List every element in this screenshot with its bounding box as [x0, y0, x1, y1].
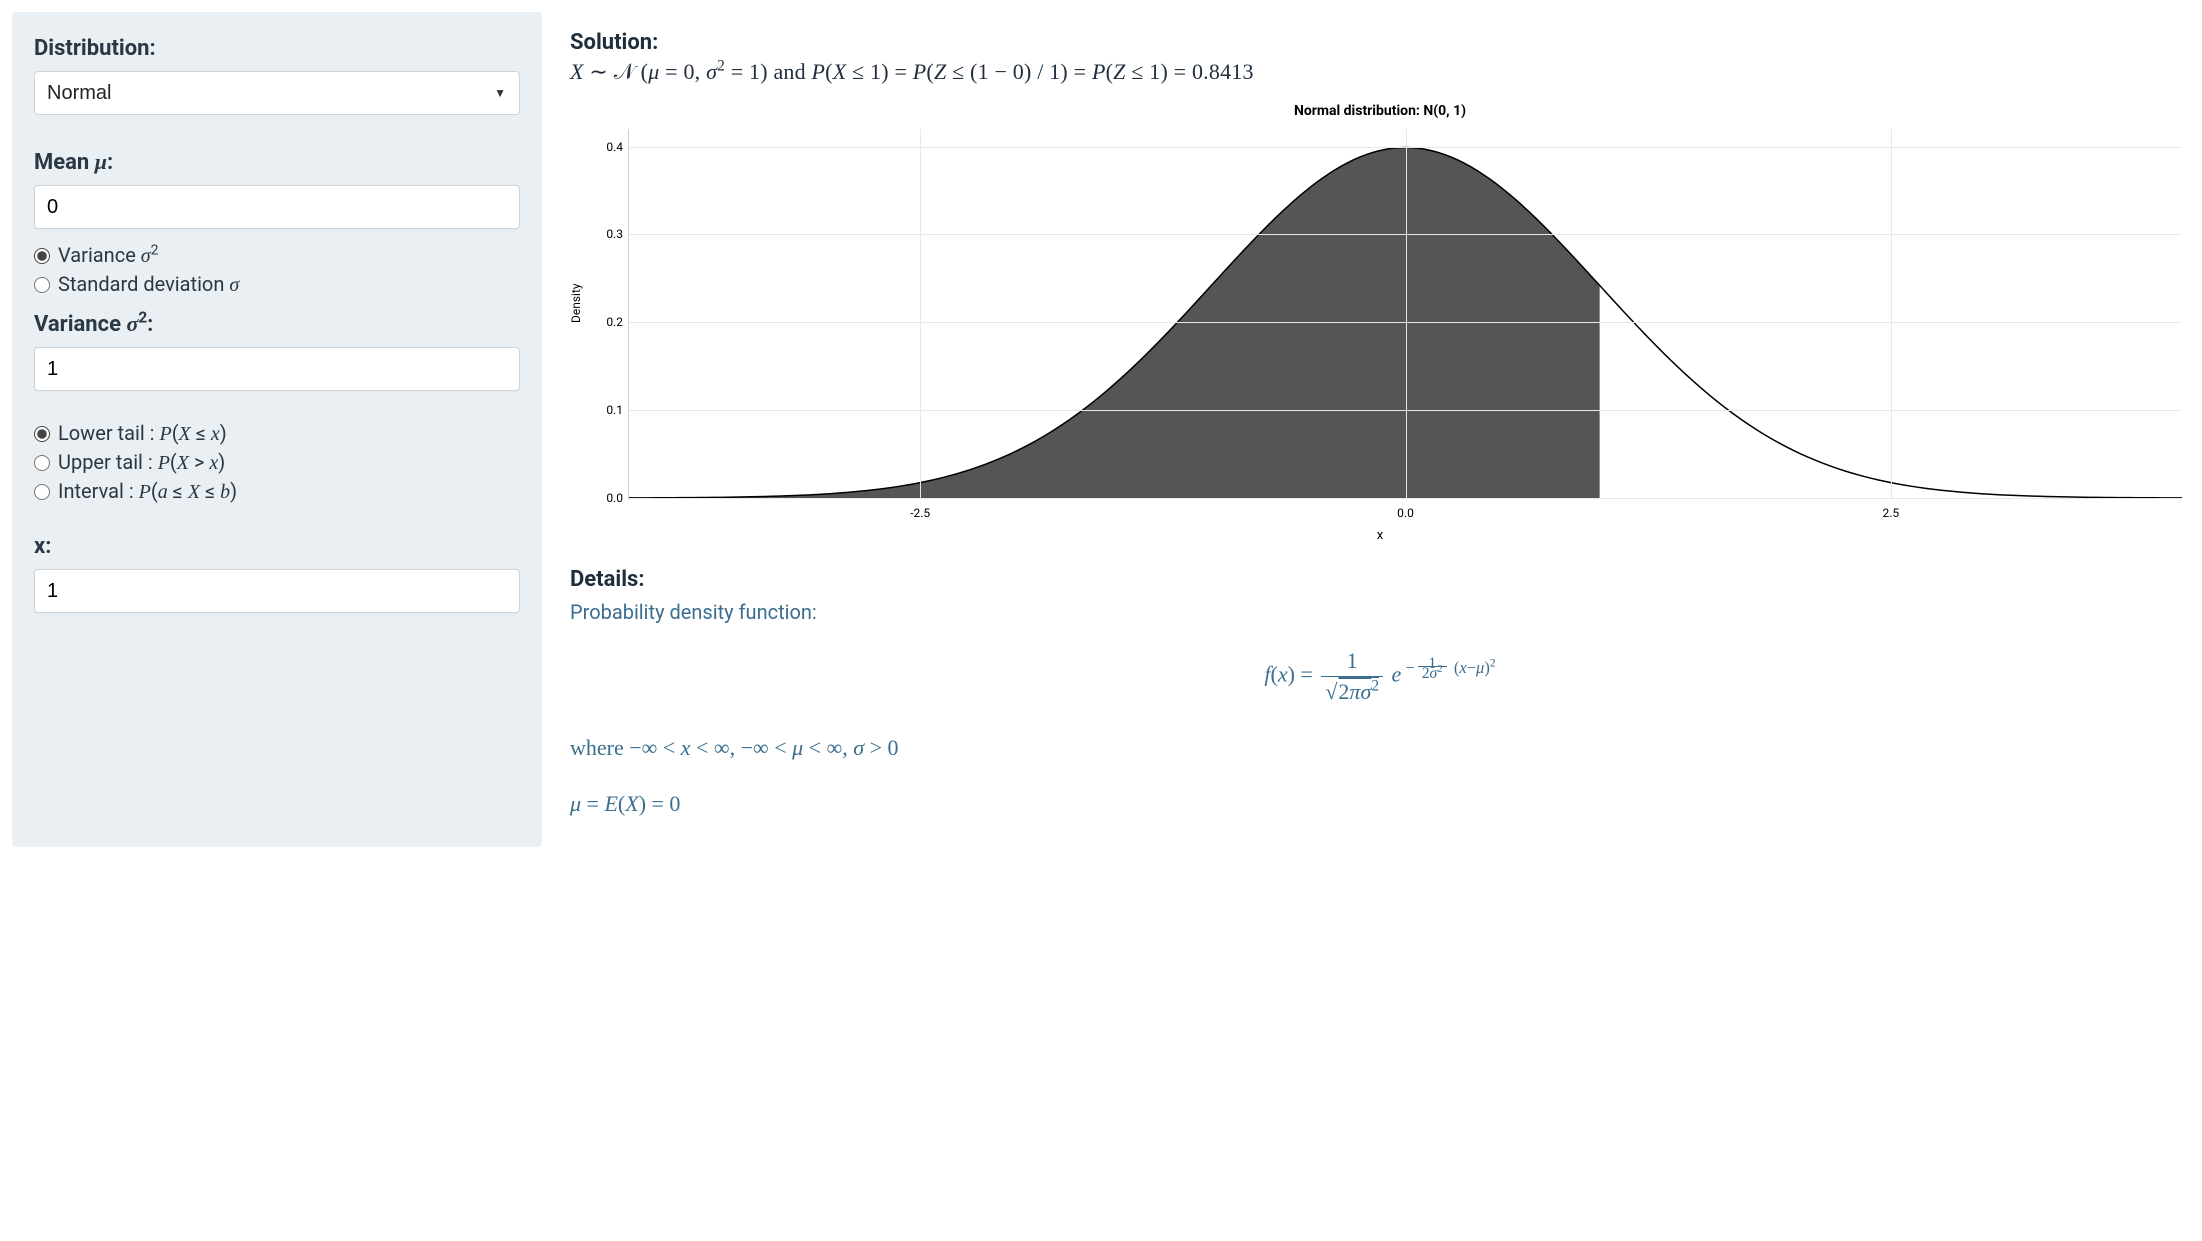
interval-radio-label: Interval : P(a ≤ X ≤ b)	[58, 479, 237, 504]
mean-label: Mean μ:	[34, 149, 520, 175]
stddev-radio[interactable]	[34, 277, 50, 293]
pdf-formula: f(x) = 1 √2πσ2 e −12σ2 (x−μ)2	[570, 648, 2190, 705]
x-label: x:	[34, 534, 520, 559]
chart-xlabel: x	[570, 528, 2190, 543]
density-chart: Normal distribution: N(0, 1) Density x 0…	[570, 103, 2190, 543]
variance-label: Variance σ2:	[34, 311, 520, 337]
lowertail-radio-row[interactable]: Lower tail : P(X ≤ x)	[34, 421, 520, 446]
distribution-select-wrap: Normal ▼	[34, 71, 520, 115]
sidebar: Distribution: Normal ▼ Mean μ: Variance …	[12, 12, 542, 847]
ytick-label: 0.4	[593, 140, 623, 154]
distribution-select[interactable]: Normal	[34, 71, 520, 115]
interval-radio-row[interactable]: Interval : P(a ≤ X ≤ b)	[34, 479, 520, 504]
lowertail-radio[interactable]	[34, 426, 50, 442]
distribution-label: Distribution:	[34, 36, 520, 61]
chart-title: Normal distribution: N(0, 1)	[570, 103, 2190, 119]
variance-input[interactable]	[34, 347, 520, 391]
uppertail-radio-label: Upper tail : P(X > x)	[58, 450, 225, 475]
variance-radio[interactable]	[34, 248, 50, 264]
ytick-label: 0.1	[593, 403, 623, 417]
chart-plot-area: 0.00.10.20.30.4-2.50.02.5	[628, 129, 2182, 499]
gridline-v	[920, 129, 921, 498]
variance-radio-label: Variance σ2	[58, 243, 159, 268]
uppertail-radio[interactable]	[34, 455, 50, 471]
xtick-label: -2.5	[910, 506, 930, 520]
details-heading: Details:	[570, 567, 2190, 592]
main-content: Solution: X ∼ 𝒩 (μ = 0, σ2 = 1) and P(X …	[570, 12, 2190, 847]
stddev-radio-label: Standard deviation σ	[58, 272, 239, 297]
domain-formula: where −∞ < x < ∞, −∞ < μ < ∞, σ > 0	[570, 735, 2190, 761]
stddev-radio-row[interactable]: Standard deviation σ	[34, 272, 520, 297]
gridline-h	[629, 498, 2182, 499]
pdf-label: Probability density function:	[570, 600, 2190, 624]
x-input[interactable]	[34, 569, 520, 613]
lowertail-radio-label: Lower tail : P(X ≤ x)	[58, 421, 227, 446]
ytick-label: 0.3	[593, 227, 623, 241]
xtick-label: 0.0	[1397, 506, 1414, 520]
interval-radio[interactable]	[34, 484, 50, 500]
mean-formula: μ = E(X) = 0	[570, 791, 2190, 817]
xtick-label: 2.5	[1882, 506, 1899, 520]
ytick-label: 0.2	[593, 315, 623, 329]
uppertail-radio-row[interactable]: Upper tail : P(X > x)	[34, 450, 520, 475]
solution-text: X ∼ 𝒩 (μ = 0, σ2 = 1) and P(X ≤ 1) = P(Z…	[570, 59, 2190, 85]
chart-ylabel: Density	[569, 283, 583, 323]
solution-heading: Solution:	[570, 30, 2190, 55]
variance-radio-row[interactable]: Variance σ2	[34, 243, 520, 268]
gridline-v	[1891, 129, 1892, 498]
mean-input[interactable]	[34, 185, 520, 229]
ytick-label: 0.0	[593, 491, 623, 505]
gridline-v	[1406, 129, 1407, 498]
